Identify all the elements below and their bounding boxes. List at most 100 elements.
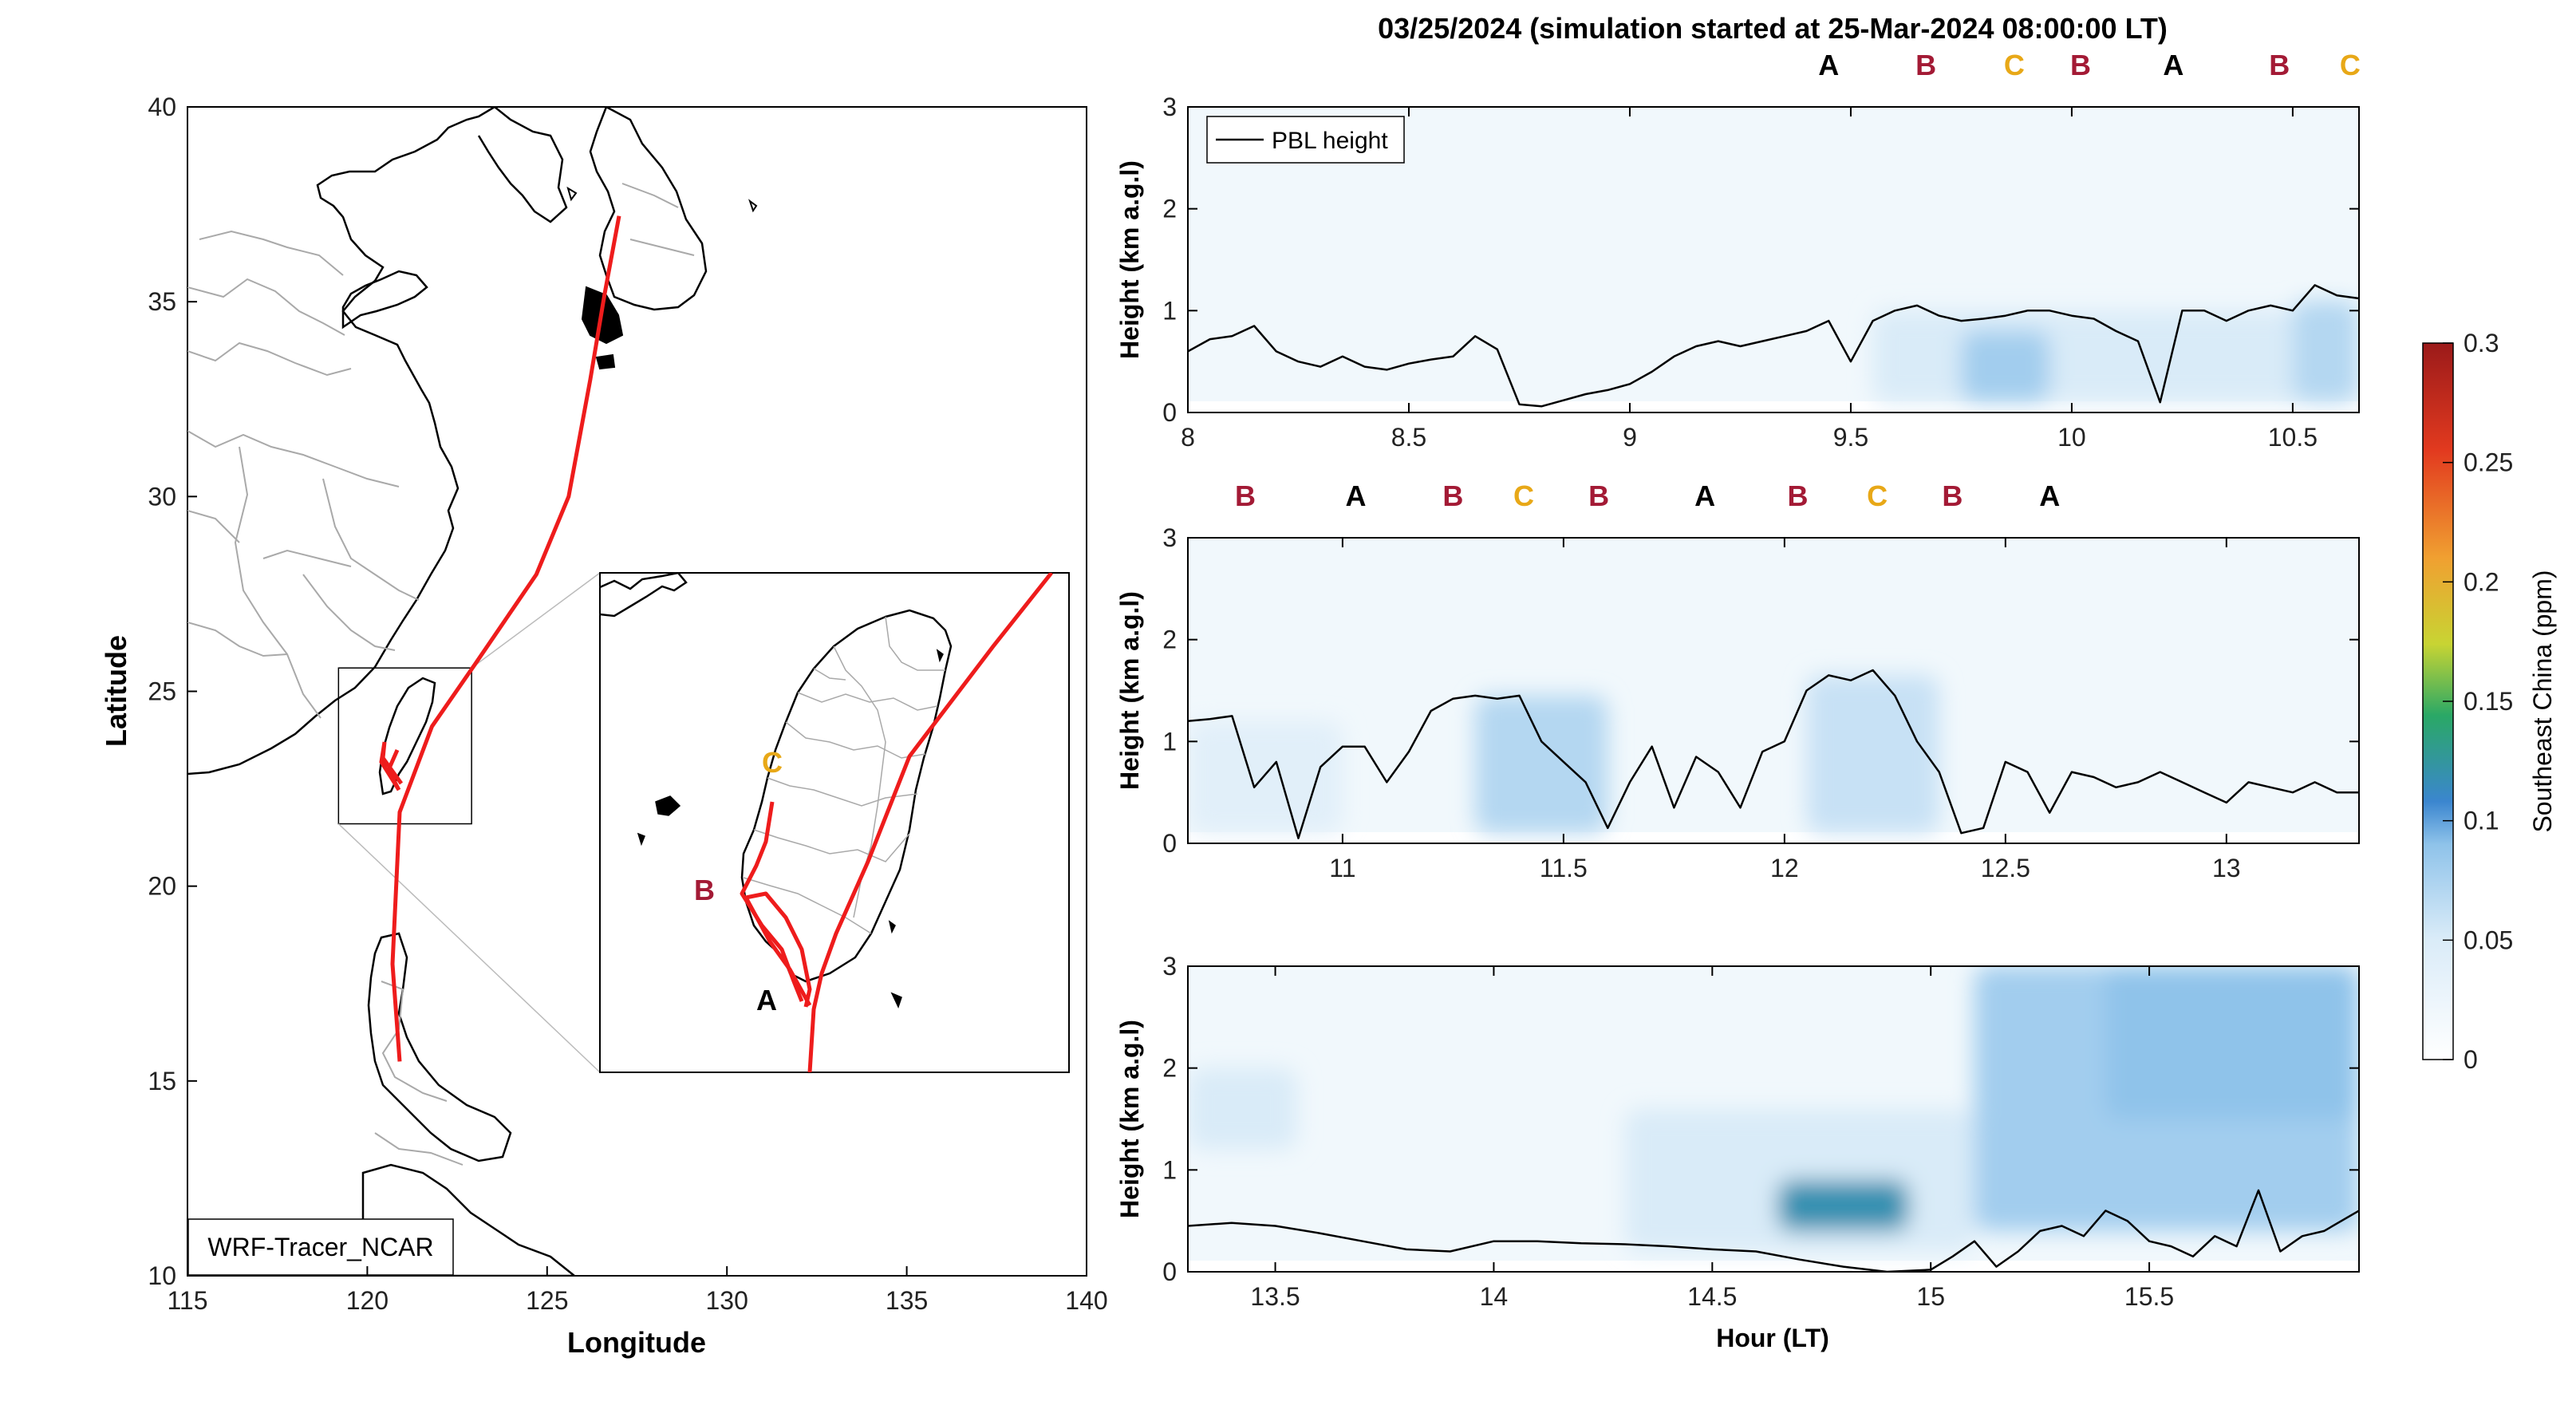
inset-coast-topleft [600, 573, 688, 618]
colorbar-label: Southeast China (ppm) [2528, 570, 2557, 832]
inset-label-B: B [694, 874, 715, 906]
xtick-label: 15.5 [2124, 1282, 2174, 1311]
taiwan-coastline-small [378, 677, 436, 795]
site-label-A: A [2163, 49, 2183, 81]
track-main [390, 215, 621, 1062]
korea-islands [581, 286, 624, 370]
colorbar-tick-label: 0.2 [2464, 567, 2499, 596]
map-xtick-label: 130 [706, 1286, 748, 1315]
ytick-label: 2 [1162, 626, 1177, 654]
visayas-coastline [361, 1163, 577, 1276]
site-label-B: B [2269, 49, 2290, 81]
panel-surface-gap [1188, 832, 2359, 843]
xtick-label: 13 [2212, 854, 2241, 882]
ytick-label: 3 [1162, 523, 1177, 552]
panel-background [1188, 538, 2359, 843]
panel-frame [1187, 537, 2360, 844]
panel-ylabel: Height (km a.g.l) [1115, 591, 1144, 790]
tracer-field [1188, 966, 2359, 1252]
map-panel: A B C WRF-Tracer_NCAR 115 120 125 130 135 140… [100, 93, 1108, 1359]
map-ytick-label: 40 [148, 93, 176, 121]
province-borders [187, 183, 695, 1166]
inset-box-small [337, 667, 472, 825]
pbl-legend: PBL height [1206, 116, 1405, 164]
pbl-height-line [1188, 669, 2359, 839]
colorbar-tick-label: 0.1 [2464, 807, 2499, 835]
map-ytick-label: 35 [148, 287, 176, 316]
colorbar-tick-label: 0.25 [2464, 448, 2513, 477]
site-label-A: A [1818, 49, 1839, 81]
colorbar-tick-label: 0.3 [2464, 329, 2499, 357]
map-xlabel: Longitude [567, 1326, 706, 1359]
xtick-label: 11 [1329, 854, 1355, 882]
inset-track-main [807, 573, 1053, 1072]
inset-frame [599, 572, 1070, 1073]
site-label-C: C [1513, 480, 1534, 512]
map-xtick-label: 115 [167, 1286, 207, 1315]
colorbar-ticks: 0 0.05 0.1 0.15 0.2 0.25 0.3 [2443, 329, 2513, 1074]
pbl-height-line [1188, 1189, 2359, 1272]
inset-connector-lower [337, 823, 601, 1073]
pbl-height-line [1188, 284, 2359, 408]
tracer-blob [1188, 1068, 1297, 1150]
map-x-ticks: 115 120 125 130 135 140 [167, 1266, 1108, 1315]
site-label-B: B [1442, 480, 1463, 512]
luzon-coastline [367, 932, 512, 1162]
xtick-label: 9.5 [1833, 423, 1868, 452]
colorbar: 0 0.05 0.1 0.15 0.2 0.25 0.3 Southeast China (… [2422, 329, 2557, 1074]
colorbar-tick-label: 0.05 [2464, 926, 2513, 954]
panel-top: 8 8.5 9 9.5 10 10.5 0 1 2 3 Height (km a.g.l) A B C B A… [1115, 49, 2361, 452]
site-label-A: A [2039, 480, 2060, 512]
xtick-label: 15 [1916, 1282, 1945, 1311]
site-label-B: B [1235, 480, 1256, 512]
tracer-blob [1777, 1180, 1909, 1231]
panel-frame [1187, 106, 2360, 413]
map-xtick-label: 120 [346, 1286, 389, 1315]
site-label-B: B [1588, 480, 1609, 512]
xtick-label: 9 [1623, 423, 1637, 452]
map-xtick-label: 125 [526, 1286, 568, 1315]
china-coastline [187, 107, 495, 776]
tracer-blob [2105, 966, 2359, 1119]
inset-connector-upper [471, 572, 601, 669]
colorbar-tick-label: 0.15 [2464, 687, 2513, 716]
ytick-label: 2 [1162, 195, 1177, 223]
ytick-label: 3 [1162, 93, 1177, 121]
xtick-label: 14.5 [1687, 1282, 1737, 1311]
tracer-blob [1475, 695, 1608, 834]
ytick-label: 0 [1162, 398, 1177, 427]
colorbar-tick-label: 0 [2464, 1045, 2478, 1074]
xtick-label: 12.5 [1981, 854, 2030, 882]
panel-surface-gap [1188, 1261, 2359, 1272]
site-label-A: A [1694, 480, 1715, 512]
ytick-label: 2 [1162, 1054, 1177, 1083]
tracer-blob [2292, 300, 2359, 403]
tracer-blob [1188, 720, 1343, 834]
map-ytick-label: 20 [148, 872, 176, 901]
xtick-label: 12 [1770, 854, 1799, 882]
ytick-label: 1 [1162, 296, 1177, 325]
site-label-B: B [1787, 480, 1808, 512]
tracer-field [1188, 675, 1939, 834]
xtick-label: 10 [2057, 423, 2086, 452]
panel-surface-gap [1188, 401, 2359, 412]
inset-taiwan-coastline [740, 609, 953, 983]
site-label-A: A [1346, 480, 1367, 512]
japan-islands [566, 186, 758, 213]
map-ytick-label: 15 [148, 1067, 176, 1095]
figure-title: 03/25/2024 (simulation started at 25-Mar… [1378, 12, 2168, 45]
korea-coastline [589, 107, 708, 311]
xtick-label: 13.5 [1250, 1282, 1300, 1311]
site-label-B: B [2070, 49, 2091, 81]
track-branches-small [379, 741, 404, 791]
liaodong-coastline [477, 107, 568, 223]
site-label-C: C [2340, 49, 2361, 81]
map-xtick-label: 135 [886, 1286, 928, 1315]
panel-bottom: 13.5 14 14.5 15 15.5 0 1 2 3 Height (km a.g.l) [1115, 952, 2360, 1311]
tracer-blob [1806, 675, 1939, 834]
map-xtick-label: 140 [1065, 1286, 1107, 1315]
shandong-coastline [341, 270, 428, 330]
